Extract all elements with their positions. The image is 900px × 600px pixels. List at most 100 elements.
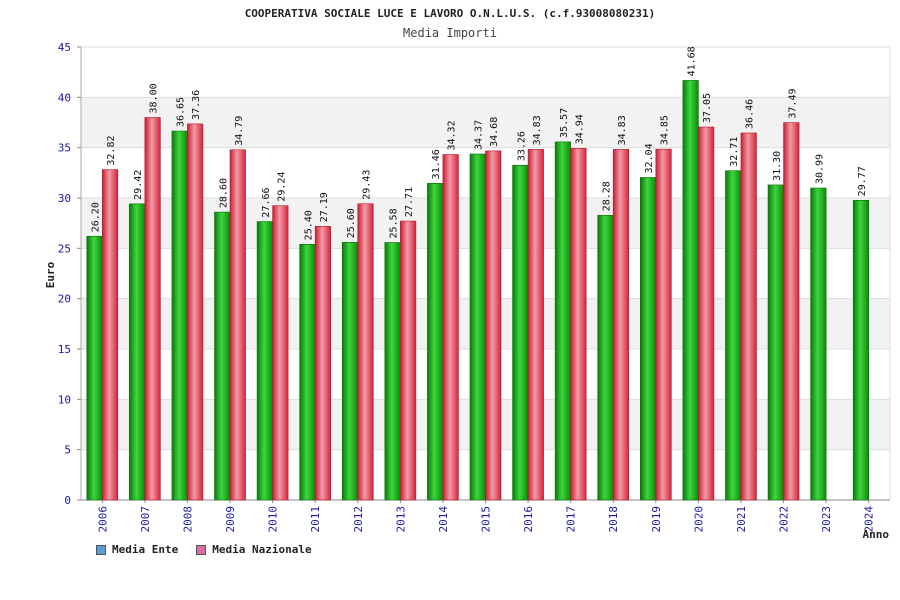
data-label: 27.66 — [261, 187, 272, 217]
bar-media-ente — [597, 215, 614, 501]
y-tick-label: 35 — [58, 142, 71, 155]
bar-media-ente — [384, 242, 401, 501]
chart-title: COOPERATIVA SOCIALE LUCE E LAVORO O.N.L.… — [245, 7, 656, 20]
bar-media-ente — [299, 244, 316, 501]
bar-media-nazionale — [783, 122, 800, 501]
bar-media-nazionale — [314, 225, 331, 501]
bar-media-ente — [682, 80, 699, 501]
data-label: 34.37 — [474, 120, 485, 150]
data-label: 34.83 — [617, 115, 628, 145]
bar-media-ente — [256, 221, 273, 501]
data-label: 37.05 — [702, 93, 713, 123]
data-label: 31.46 — [431, 149, 442, 179]
bar-media-ente — [171, 130, 188, 501]
bar-media-nazionale — [144, 117, 161, 501]
bar-media-ente — [512, 164, 529, 501]
legend-item-media-ente: Media Ente — [96, 543, 178, 556]
bar-media-nazionale — [485, 150, 502, 501]
bar-media-nazionale — [698, 126, 715, 501]
data-label: 27.71 — [404, 187, 415, 217]
y-tick-label: 30 — [58, 192, 71, 205]
y-tick-label: 20 — [58, 293, 71, 306]
bar-media-ente — [767, 184, 784, 501]
bar-media-ente — [725, 170, 742, 501]
x-tick-label: 2010 — [267, 506, 280, 533]
y-tick-label: 15 — [58, 343, 71, 356]
legend-label: Media Nazionale — [212, 543, 312, 556]
legend-label: Media Ente — [112, 543, 179, 556]
data-label: 33.26 — [516, 131, 527, 161]
y-tick-label: 25 — [58, 242, 71, 255]
bar-media-ente — [469, 153, 486, 501]
bar-media-nazionale — [740, 132, 757, 501]
data-label: 34.32 — [447, 120, 458, 150]
bar-media-ente — [427, 183, 444, 501]
legend: Media Ente Media Nazionale — [96, 543, 312, 556]
bar-media-ente — [640, 177, 657, 501]
data-label: 30.99 — [814, 154, 825, 184]
data-label: 37.49 — [787, 88, 798, 118]
bar-media-nazionale — [101, 169, 119, 501]
data-label: 34.85 — [660, 115, 671, 145]
bar-media-nazionale — [527, 149, 544, 501]
y-axis-label: Euro — [44, 261, 57, 288]
y-tick-label: 40 — [58, 91, 71, 104]
data-label: 26.20 — [91, 202, 102, 232]
bar-media-ente — [341, 241, 359, 501]
bar-media-nazionale — [357, 203, 374, 501]
bar-media-ente — [852, 200, 870, 501]
bar-media-ente — [129, 203, 146, 501]
y-tick-label: 0 — [64, 494, 71, 507]
y-tick-labels: 0 5 10 15 20 25 30 35 40 45 — [58, 41, 71, 507]
data-label: 32.71 — [729, 137, 740, 167]
bar-media-ente — [86, 235, 103, 501]
data-label: 29.42 — [133, 170, 144, 200]
legend-swatch-media-ente — [96, 544, 106, 555]
x-tick-label: 2019 — [650, 506, 663, 533]
bar-media-nazionale — [400, 220, 417, 501]
x-tick-label: 2013 — [394, 506, 407, 533]
data-label: 25.58 — [389, 208, 400, 238]
x-tick-label: 2021 — [735, 506, 748, 533]
y-tick-label: 10 — [58, 393, 71, 406]
x-tick-label: 2014 — [437, 506, 450, 533]
data-label: 38.00 — [149, 83, 160, 113]
bar-media-nazionale — [229, 149, 246, 501]
bar-media-nazionale — [442, 154, 459, 501]
bars — [86, 80, 870, 501]
data-label: 25.40 — [303, 210, 314, 240]
x-tick-label: 2008 — [181, 506, 194, 533]
data-label: 32.04 — [644, 143, 655, 173]
x-tick-label: 2023 — [820, 506, 833, 533]
data-label: 34.94 — [574, 114, 585, 144]
data-label: 25.60 — [346, 208, 357, 238]
x-tick-label: 2017 — [565, 506, 578, 533]
data-label: 28.28 — [601, 181, 612, 211]
bar-media-nazionale — [612, 149, 630, 501]
data-label: 27.19 — [319, 192, 330, 222]
x-tick-label: 2012 — [352, 506, 365, 533]
x-tick-label: 2020 — [692, 506, 705, 533]
data-label: 41.68 — [687, 46, 698, 76]
x-tick-label: 2009 — [224, 506, 237, 533]
data-label: 36.46 — [745, 99, 756, 129]
data-label: 34.79 — [234, 116, 245, 146]
y-tick-label: 45 — [58, 41, 71, 54]
data-label: 29.24 — [276, 172, 287, 202]
x-tick-label: 2006 — [96, 506, 109, 533]
x-tick-label: 2016 — [522, 506, 535, 533]
x-tick-label: 2007 — [139, 506, 152, 533]
data-label: 28.60 — [218, 178, 229, 208]
value-labels: 26.20 32.82 29.42 38.00 36.65 37.36 28.60 34.79… — [91, 46, 868, 240]
data-label: 34.68 — [489, 117, 500, 147]
data-label: 32.82 — [106, 136, 117, 166]
x-tick-label: 2024 — [863, 506, 876, 533]
y-tick-label: 5 — [64, 444, 71, 457]
chart-subtitle: Media Importi — [403, 26, 497, 40]
x-tick-labels: 2006 2007 2008 2009 2010 2011 2012 2013 2014 2015… — [96, 506, 875, 533]
bar-media-ente — [214, 211, 231, 501]
legend-swatch-media-nazionale — [196, 544, 207, 555]
x-axis-label: Anno — [863, 528, 890, 541]
data-label: 35.57 — [559, 108, 570, 138]
